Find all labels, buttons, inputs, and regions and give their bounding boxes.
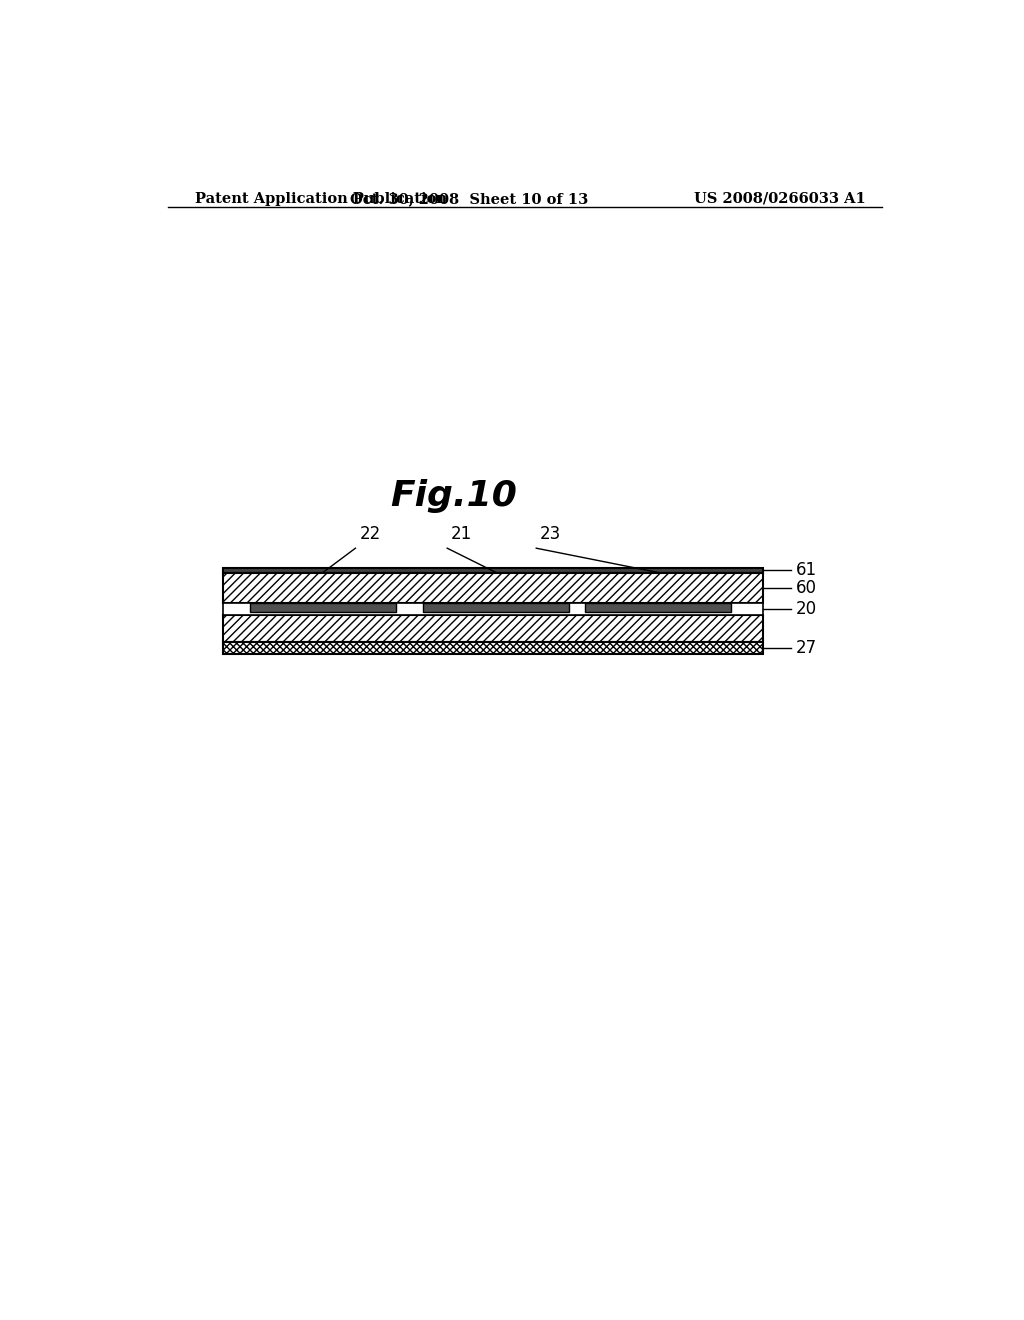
Bar: [223, 573, 763, 603]
Bar: [223, 603, 763, 615]
Text: 23: 23: [541, 525, 561, 543]
Bar: [250, 603, 396, 612]
Text: 20: 20: [797, 599, 817, 618]
Text: US 2008/0266033 A1: US 2008/0266033 A1: [694, 191, 866, 206]
Text: 22: 22: [359, 525, 381, 543]
Text: Oct. 30, 2008  Sheet 10 of 13: Oct. 30, 2008 Sheet 10 of 13: [350, 191, 589, 206]
Text: Patent Application Publication: Patent Application Publication: [196, 191, 447, 206]
Bar: [223, 615, 763, 642]
Text: 61: 61: [797, 561, 817, 579]
Text: 21: 21: [452, 525, 472, 543]
Bar: [223, 642, 763, 653]
Bar: [223, 568, 763, 573]
Bar: [585, 603, 730, 612]
Text: 27: 27: [797, 639, 817, 657]
Text: 60: 60: [797, 579, 817, 597]
Text: Fig.10: Fig.10: [390, 479, 517, 512]
Bar: [423, 603, 568, 612]
